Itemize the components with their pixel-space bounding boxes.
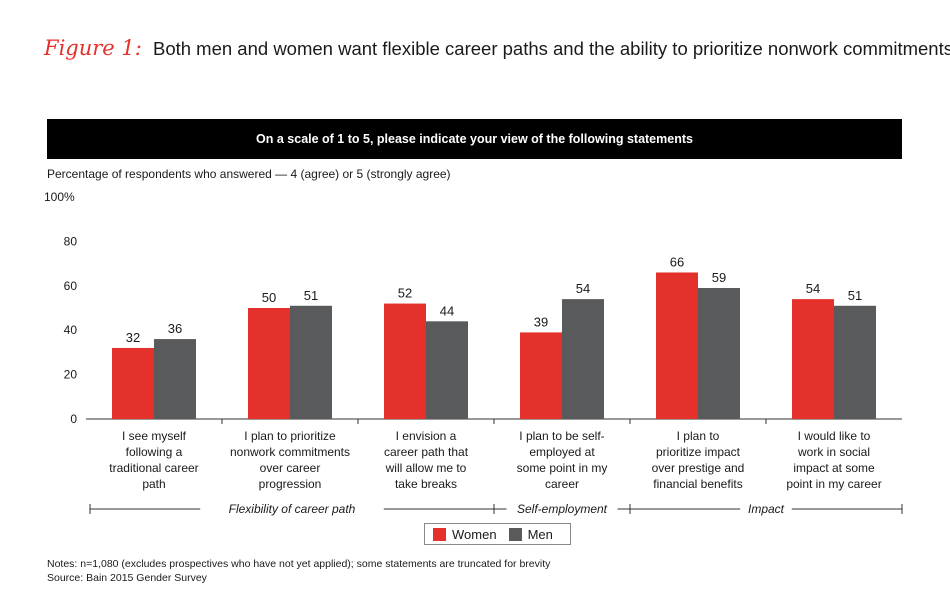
category-label: I see myself <box>122 429 187 443</box>
category-label: financial benefits <box>653 477 742 491</box>
data-label: 59 <box>712 270 726 285</box>
bar-men <box>698 288 740 419</box>
banner-text: On a scale of 1 to 5, please indicate yo… <box>256 132 693 146</box>
legend-swatch-women <box>433 527 446 541</box>
category-label: traditional career <box>109 461 198 475</box>
category-label: prioritize impact <box>656 445 741 459</box>
category-label: I envision a <box>396 429 457 443</box>
category-label: point in my career <box>786 477 881 491</box>
data-label: 51 <box>848 288 862 303</box>
category-label: employed at <box>529 445 595 459</box>
y-tick-label: 60 <box>64 279 78 293</box>
bar-men <box>154 339 196 419</box>
bar-women <box>248 308 290 419</box>
legend-item-women: Women <box>433 527 497 542</box>
category-label: impact at some <box>793 461 875 475</box>
bar-women <box>520 332 562 419</box>
y-tick-label: 0 <box>70 412 77 426</box>
category-label: progression <box>259 477 322 491</box>
data-label: 39 <box>534 314 548 329</box>
bar-women <box>792 299 834 419</box>
bar-men <box>834 305 876 419</box>
bar-women <box>656 272 698 419</box>
data-label: 66 <box>670 254 684 269</box>
data-label: 32 <box>126 330 140 345</box>
question-banner: On a scale of 1 to 5, please indicate yo… <box>47 119 902 159</box>
chart-title: Figure 1: Both men and women want flexib… <box>44 36 950 60</box>
category-label: take breaks <box>395 477 457 491</box>
category-label: some point in my <box>517 461 608 475</box>
y-tick-label: 40 <box>64 323 78 337</box>
bar-men <box>562 299 604 419</box>
notes-line: Notes: n=1,080 (excludes prospectives wh… <box>47 558 551 570</box>
legend: Women Men <box>424 523 571 545</box>
data-label: 54 <box>806 281 820 296</box>
bar-women <box>384 303 426 419</box>
category-label: career path that <box>384 445 469 459</box>
y-tick-label: 80 <box>64 234 78 248</box>
data-label: 36 <box>168 321 182 336</box>
legend-label-women: Women <box>452 526 497 542</box>
data-label: 50 <box>262 290 276 305</box>
figure-label: Figure 1: <box>44 36 142 60</box>
source-line: Source: Bain 2015 Gender Survey <box>47 572 207 584</box>
data-label: 51 <box>304 288 318 303</box>
chart-subtitle: Percentage of respondents who answered —… <box>47 167 451 181</box>
category-label: I plan to be self- <box>519 429 604 443</box>
category-label: I plan to <box>677 429 720 443</box>
category-label: path <box>142 477 165 491</box>
group-label: Impact <box>748 502 785 516</box>
bar-men <box>426 321 468 419</box>
category-label: work in social <box>797 445 870 459</box>
bar-women <box>112 347 154 419</box>
group-label: Self-employment <box>517 502 608 516</box>
data-label: 54 <box>576 281 590 296</box>
footnotes: Notes: n=1,080 (excludes prospectives wh… <box>47 557 550 585</box>
title-text: Both men and women want flexible career … <box>152 38 950 59</box>
group-label: Flexibility of career path <box>229 502 356 516</box>
category-label: following a <box>126 445 183 459</box>
legend-swatch-men <box>508 527 522 541</box>
legend-item-men: Men <box>508 526 553 542</box>
category-label: nonwork commitments <box>230 445 350 459</box>
category-label: career <box>545 477 579 491</box>
data-label: 52 <box>398 286 412 301</box>
legend-label-men: Men <box>527 526 553 542</box>
category-label: I plan to prioritize <box>244 429 336 443</box>
bar-men <box>290 305 332 419</box>
y-tick-label: 100% <box>44 190 75 204</box>
category-label: over career <box>260 461 321 475</box>
data-label: 44 <box>440 303 454 318</box>
y-tick-label: 20 <box>64 368 78 382</box>
category-label: over prestige and <box>652 461 745 475</box>
category-label: will allow me to <box>385 461 467 475</box>
category-label: I would like to <box>798 429 871 443</box>
